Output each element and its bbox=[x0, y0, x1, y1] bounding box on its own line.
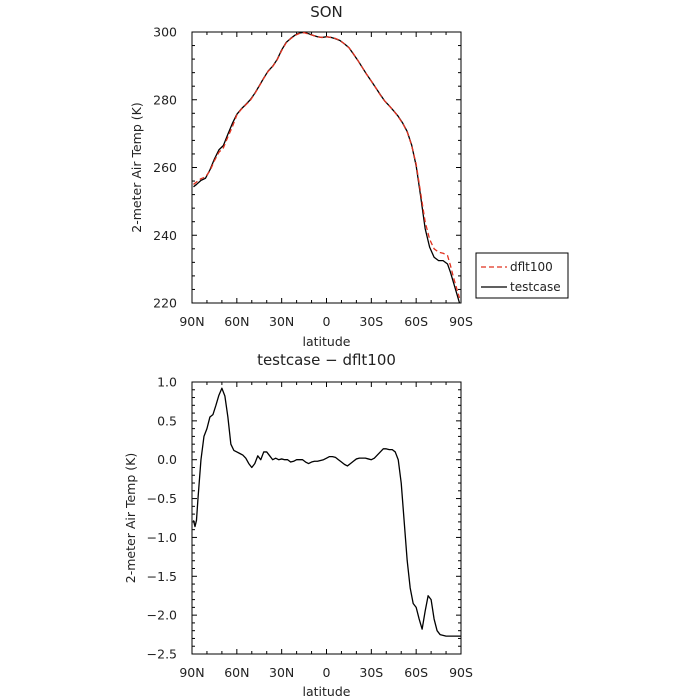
difference-x-tick-label: 30S bbox=[359, 665, 383, 680]
temperature-series-line-dflt100 bbox=[193, 32, 461, 299]
difference-lines bbox=[192, 387, 461, 637]
difference-y-tick-label: −2.0 bbox=[147, 608, 177, 623]
temperature-x-tick-label: 0 bbox=[323, 314, 331, 329]
temperature-y-tick-label: 220 bbox=[153, 296, 177, 311]
temperature-x-tick-label: 90S bbox=[449, 314, 473, 329]
temperature-x-tick-label: 90N bbox=[179, 314, 204, 329]
temperature-ticks: 90N 60N 30N 0 30S 60S 90S 220 240 260 280 300 bbox=[153, 25, 473, 330]
legend: dflt100 testcase bbox=[475, 252, 569, 299]
legend-label-testcase: testcase bbox=[510, 280, 561, 294]
difference-series-line-difference bbox=[192, 387, 461, 637]
difference-y-tick-label: 0.5 bbox=[157, 413, 177, 428]
temperature-y-tick-label: 280 bbox=[153, 92, 177, 107]
temperature-panel: SON 90N 60N 30N 0 30S 60S 90S 220 240 260 280 300 l… bbox=[129, 3, 569, 349]
difference-x-tick-label: 0 bbox=[323, 665, 331, 680]
difference-y-tick-label: −1.5 bbox=[147, 569, 177, 584]
difference-x-tick-label: 90N bbox=[179, 665, 204, 680]
difference-panel: testcase − dflt100 90N 60N 30N 0 30S 60S 90S −2… bbox=[123, 351, 473, 699]
difference-plot-frame bbox=[191, 381, 462, 655]
difference-x-tick-label: 90S bbox=[449, 665, 473, 680]
temperature-plot-frame bbox=[191, 31, 462, 304]
temperature-x-tick-label: 60N bbox=[224, 314, 249, 329]
difference-y-tick-label: −1.0 bbox=[147, 530, 177, 545]
temperature-y-tick-label: 240 bbox=[153, 228, 177, 243]
temperature-series-line-testcase bbox=[193, 31, 461, 304]
temperature-y-tick-label: 300 bbox=[153, 25, 177, 40]
difference-panel-title: testcase − dflt100 bbox=[257, 351, 396, 369]
temperature-x-tick-label: 30N bbox=[269, 314, 294, 329]
difference-y-tick-label: −0.5 bbox=[147, 491, 177, 506]
difference-x-tick-label: 60N bbox=[224, 665, 249, 680]
legend-box bbox=[475, 252, 569, 299]
temperature-x-axis-label: latitude bbox=[303, 334, 351, 349]
difference-x-axis-label: latitude bbox=[303, 684, 351, 699]
difference-y-axis-label: 2-meter Air Temp (K) bbox=[123, 453, 138, 583]
difference-y-tick-label: 0.0 bbox=[157, 452, 177, 467]
temperature-panel-title: SON bbox=[310, 3, 343, 21]
difference-x-tick-label: 60S bbox=[404, 665, 428, 680]
temperature-y-tick-label: 260 bbox=[153, 160, 177, 175]
difference-y-tick-label: 1.0 bbox=[157, 375, 177, 390]
temperature-x-tick-label: 60S bbox=[404, 314, 428, 329]
difference-y-tick-label: −2.5 bbox=[147, 647, 177, 662]
temperature-x-tick-label: 30S bbox=[359, 314, 383, 329]
legend-label-dflt100: dflt100 bbox=[510, 260, 553, 274]
difference-ticks: 90N 60N 30N 0 30S 60S 90S −2.5 −2.0 −1.5 −1.0 −0.5 0… bbox=[147, 375, 473, 681]
temperature-y-axis-label: 2-meter Air Temp (K) bbox=[129, 102, 144, 232]
temperature-lines bbox=[193, 31, 461, 304]
difference-x-tick-label: 30N bbox=[269, 665, 294, 680]
